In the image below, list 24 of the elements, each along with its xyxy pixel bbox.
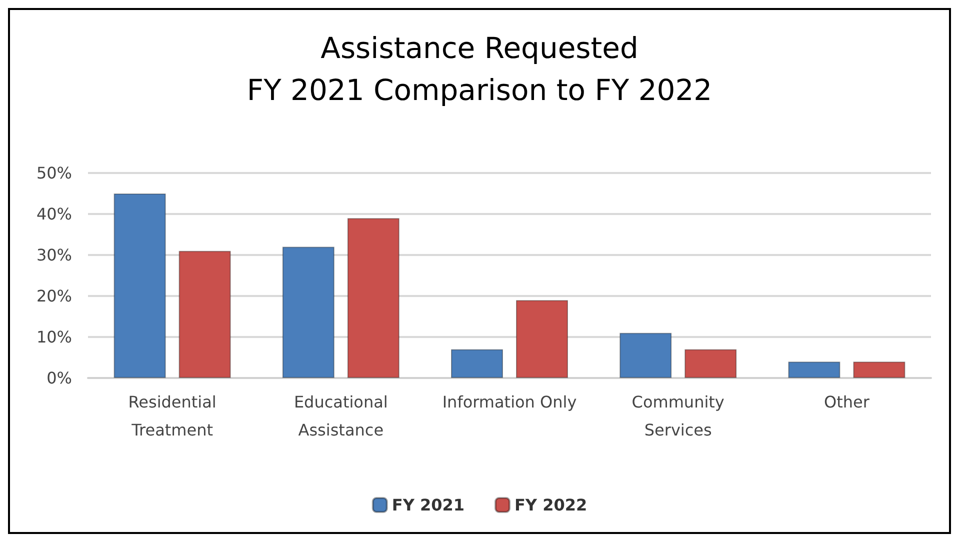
bar bbox=[516, 300, 568, 378]
bar bbox=[178, 250, 231, 378]
x-tick-label: Residential Treatment bbox=[128, 392, 216, 440]
chart-title: Assistance Requested FY 2021 Comparison to FY 2022 bbox=[246, 31, 712, 107]
y-tick-label: 40% bbox=[36, 204, 72, 224]
x-tick-label: Information Only bbox=[442, 392, 577, 412]
y-tick-label: 0% bbox=[46, 368, 72, 388]
bar bbox=[620, 332, 672, 378]
legend-label: FY 2021 bbox=[392, 496, 465, 514]
y-tick-label: 30% bbox=[36, 246, 72, 264]
y-tick-label: 20% bbox=[36, 286, 72, 306]
y-tick-label: 10% bbox=[36, 328, 72, 346]
bar bbox=[347, 218, 400, 378]
bar bbox=[282, 246, 334, 378]
bar bbox=[451, 349, 503, 378]
y-tick-label: 50% bbox=[36, 164, 72, 182]
bar bbox=[788, 362, 840, 378]
bar bbox=[114, 194, 166, 378]
x-tick-label: Educational Assistance bbox=[294, 392, 388, 440]
bar bbox=[853, 362, 906, 378]
x-tick-label: Community Services bbox=[632, 392, 724, 440]
bar bbox=[684, 349, 737, 378]
x-tick-label: Other bbox=[824, 392, 870, 412]
legend-label: FY 2022 bbox=[514, 496, 588, 514]
